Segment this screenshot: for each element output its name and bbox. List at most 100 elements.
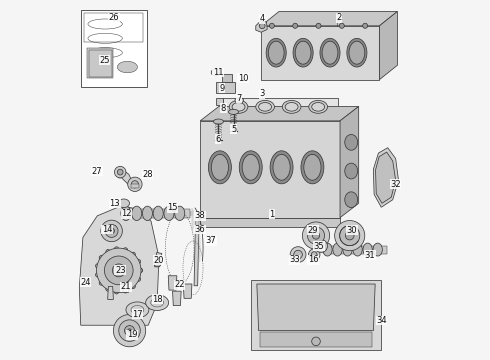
- Circle shape: [131, 252, 135, 257]
- Circle shape: [259, 23, 265, 29]
- Text: 28: 28: [142, 170, 153, 179]
- Ellipse shape: [285, 103, 298, 111]
- Circle shape: [128, 177, 142, 192]
- Circle shape: [335, 221, 365, 251]
- Text: 20: 20: [153, 256, 164, 265]
- Polygon shape: [375, 152, 395, 203]
- Text: 27: 27: [92, 167, 102, 176]
- Ellipse shape: [143, 206, 152, 221]
- Text: 11: 11: [213, 68, 223, 77]
- Circle shape: [97, 248, 141, 293]
- Text: 36: 36: [195, 225, 205, 234]
- Text: 5: 5: [231, 125, 236, 134]
- Polygon shape: [119, 171, 132, 184]
- Polygon shape: [79, 206, 159, 325]
- Text: 13: 13: [109, 199, 120, 208]
- Circle shape: [119, 320, 140, 341]
- Ellipse shape: [146, 295, 169, 311]
- Polygon shape: [261, 12, 397, 26]
- Ellipse shape: [239, 151, 262, 184]
- Ellipse shape: [270, 151, 293, 184]
- Circle shape: [345, 231, 354, 240]
- Circle shape: [340, 226, 360, 246]
- Bar: [131, 184, 139, 188]
- Bar: [223, 98, 338, 116]
- Circle shape: [115, 166, 126, 178]
- Circle shape: [105, 225, 118, 237]
- Polygon shape: [200, 218, 340, 226]
- Ellipse shape: [117, 61, 137, 73]
- Polygon shape: [373, 148, 398, 207]
- Circle shape: [117, 169, 123, 175]
- Text: 18: 18: [152, 294, 163, 303]
- Circle shape: [114, 289, 119, 294]
- Bar: [216, 82, 235, 93]
- Ellipse shape: [259, 103, 271, 111]
- Circle shape: [123, 248, 127, 252]
- Ellipse shape: [282, 100, 301, 113]
- Circle shape: [101, 220, 122, 242]
- Circle shape: [154, 260, 161, 267]
- Ellipse shape: [214, 119, 223, 124]
- Circle shape: [339, 23, 344, 28]
- Ellipse shape: [121, 206, 131, 221]
- Ellipse shape: [228, 109, 239, 114]
- Text: 8: 8: [221, 104, 226, 113]
- Text: 12: 12: [122, 209, 132, 218]
- Ellipse shape: [118, 199, 129, 208]
- Circle shape: [294, 250, 302, 259]
- Text: 33: 33: [289, 255, 300, 264]
- Text: 31: 31: [365, 251, 375, 260]
- Text: 34: 34: [376, 316, 387, 325]
- Ellipse shape: [322, 41, 338, 64]
- Ellipse shape: [345, 192, 358, 208]
- Circle shape: [128, 329, 131, 332]
- Ellipse shape: [323, 243, 332, 256]
- Circle shape: [114, 247, 119, 251]
- Circle shape: [290, 247, 306, 262]
- Ellipse shape: [333, 243, 342, 256]
- Circle shape: [270, 23, 274, 28]
- Polygon shape: [340, 107, 359, 218]
- Ellipse shape: [301, 151, 324, 184]
- Bar: [122, 209, 191, 218]
- Polygon shape: [200, 121, 340, 218]
- Bar: [324, 246, 387, 253]
- Circle shape: [316, 23, 321, 28]
- Ellipse shape: [293, 39, 313, 67]
- Polygon shape: [200, 107, 359, 121]
- Circle shape: [99, 281, 103, 285]
- Text: 3: 3: [260, 89, 265, 98]
- Text: 26: 26: [109, 13, 120, 22]
- Polygon shape: [172, 291, 181, 306]
- Ellipse shape: [126, 302, 149, 318]
- Ellipse shape: [345, 163, 358, 179]
- Text: 24: 24: [80, 278, 91, 287]
- Text: 38: 38: [195, 211, 205, 220]
- Circle shape: [315, 239, 327, 252]
- Ellipse shape: [273, 154, 290, 180]
- Ellipse shape: [353, 243, 362, 256]
- Circle shape: [138, 268, 143, 273]
- Text: 37: 37: [206, 237, 216, 246]
- Ellipse shape: [345, 134, 358, 150]
- Text: 1: 1: [270, 210, 274, 219]
- Polygon shape: [194, 218, 199, 286]
- Circle shape: [131, 284, 135, 288]
- Circle shape: [109, 228, 115, 234]
- Text: 19: 19: [127, 330, 137, 339]
- Circle shape: [112, 264, 125, 277]
- Circle shape: [311, 252, 317, 257]
- Polygon shape: [108, 287, 113, 300]
- Ellipse shape: [235, 98, 244, 103]
- Ellipse shape: [295, 41, 311, 64]
- Text: 6: 6: [216, 135, 221, 144]
- Polygon shape: [256, 21, 267, 32]
- Bar: [87, 48, 113, 78]
- Polygon shape: [123, 279, 129, 292]
- Bar: [222, 74, 232, 82]
- Ellipse shape: [132, 206, 142, 221]
- Text: 35: 35: [314, 242, 324, 251]
- Ellipse shape: [266, 39, 286, 67]
- Bar: [260, 332, 371, 347]
